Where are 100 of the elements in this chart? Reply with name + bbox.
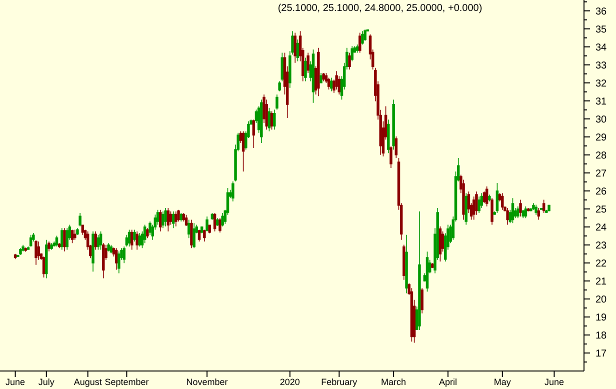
x-tick-label: August — [74, 377, 102, 387]
candlestick — [356, 44, 359, 54]
candlestick — [102, 242, 105, 279]
candlestick — [522, 209, 524, 218]
x-tick-label: 2020 — [280, 377, 300, 387]
candlestick — [48, 241, 50, 252]
candlestick — [320, 72, 322, 84]
candlestick — [317, 48, 320, 97]
candlestick — [172, 211, 175, 229]
candlestick — [548, 204, 550, 212]
candlestick — [278, 80, 281, 92]
candlestick — [136, 231, 138, 250]
candlestick — [273, 109, 276, 130]
candlestick — [232, 180, 234, 202]
candlestick — [118, 251, 120, 274]
y-tick-label: 24 — [595, 222, 607, 234]
candlestick — [182, 212, 186, 222]
candlestick — [252, 119, 256, 148]
candlestick — [519, 199, 522, 217]
y-tick-label: 26 — [595, 186, 607, 198]
candlestick — [392, 99, 395, 150]
candlestick — [192, 222, 196, 249]
y-tick-label: 36 — [595, 6, 607, 18]
candlestick — [210, 212, 214, 220]
candlestick — [312, 49, 315, 104]
candlestick — [260, 99, 263, 144]
candlestick — [490, 198, 494, 226]
candlestick — [164, 208, 167, 227]
candlestick — [358, 32, 362, 54]
candlestick — [143, 224, 146, 244]
x-tick-label: July — [38, 377, 55, 387]
candlestick — [280, 52, 284, 82]
candlestick — [107, 242, 110, 252]
candlestick — [122, 246, 126, 264]
candlestick — [34, 240, 38, 266]
candlestick — [464, 192, 468, 226]
y-tick-label: 17 — [595, 348, 607, 360]
candlestick — [58, 242, 61, 249]
candlestick — [206, 216, 208, 232]
y-tick-label: 19 — [595, 312, 607, 324]
x-tick-label: April — [438, 377, 457, 387]
candlestick — [361, 30, 364, 45]
y-tick-label: 35 — [595, 24, 607, 36]
candlestick — [542, 199, 546, 214]
y-tick-label: 29 — [595, 132, 607, 144]
candlestick — [184, 214, 188, 226]
candlestick — [203, 229, 206, 242]
candlestick — [218, 218, 222, 233]
x-tick-label: November — [186, 377, 228, 387]
candlestick — [506, 208, 509, 226]
candlestick — [438, 226, 442, 262]
candlestick — [540, 208, 543, 210]
y-tick-label: 22 — [595, 258, 607, 270]
x-tick-label: June — [544, 377, 564, 387]
chart-title: (25.1000, 25.1000, 24.8000, 25.0000, +0.000) — [278, 3, 482, 14]
candlestick — [348, 52, 351, 70]
y-tick-label: 18 — [595, 330, 607, 342]
candlestick — [276, 94, 278, 110]
y-tick-label: 28 — [595, 150, 607, 162]
candlestick — [426, 251, 429, 292]
candlestick — [66, 228, 68, 250]
y-tick-label: 34 — [595, 42, 607, 54]
candlestick — [162, 211, 164, 229]
candlestick — [296, 39, 300, 62]
candlestick — [322, 72, 325, 82]
candlestick — [242, 130, 245, 172]
candlestick — [96, 234, 100, 250]
candlestick — [431, 262, 434, 269]
candlestick — [304, 57, 307, 82]
candlestick — [501, 192, 504, 210]
candlestick — [130, 229, 134, 250]
candlestick — [488, 194, 491, 202]
candlestick — [70, 229, 74, 244]
candlestick — [60, 228, 64, 250]
candlestick — [270, 110, 274, 130]
candlestick — [410, 288, 414, 342]
candlestick — [420, 288, 424, 314]
candlestick — [125, 234, 128, 247]
candlestick — [418, 211, 421, 330]
candlestick — [94, 231, 97, 250]
y-tick-label: 31 — [595, 96, 607, 108]
candlestick — [42, 256, 46, 278]
candlestick — [19, 248, 22, 256]
candlestick — [50, 242, 53, 250]
candlestick — [78, 212, 82, 227]
candlestick — [159, 209, 162, 232]
candlestick — [114, 248, 118, 270]
candlestick — [92, 231, 94, 272]
candlestick — [221, 212, 224, 227]
y-tick-label: 27 — [595, 168, 607, 180]
candlestick — [213, 212, 216, 232]
x-tick-label: March — [381, 377, 406, 387]
candlestick — [180, 212, 182, 222]
candlestick — [524, 206, 528, 218]
candlestick — [133, 229, 136, 242]
candlestick — [390, 146, 392, 168]
candlestick — [166, 208, 170, 232]
candlestick — [146, 228, 149, 238]
candlestick — [496, 182, 499, 214]
candlestick — [190, 219, 193, 249]
